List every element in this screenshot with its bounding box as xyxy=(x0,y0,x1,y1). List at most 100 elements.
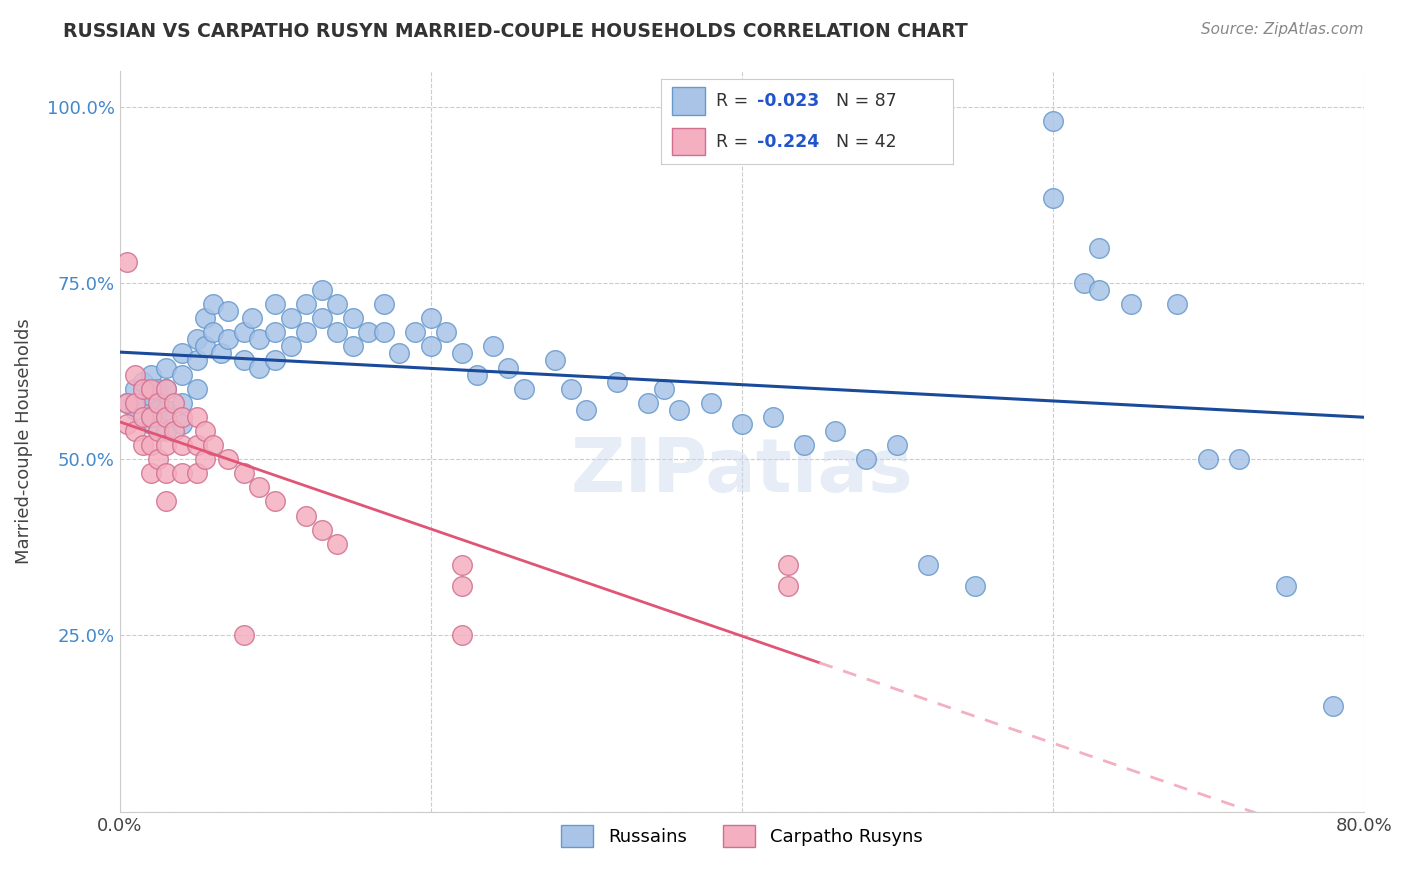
Point xyxy=(201,438,224,452)
Point xyxy=(170,396,193,410)
Point xyxy=(232,325,256,339)
Point xyxy=(498,360,520,375)
Point xyxy=(1322,698,1344,713)
Point xyxy=(311,523,333,537)
Point xyxy=(668,402,690,417)
Point xyxy=(762,409,785,424)
Point xyxy=(170,346,193,360)
Point xyxy=(117,254,139,268)
Point xyxy=(1119,297,1142,311)
Point xyxy=(1088,283,1111,297)
Point xyxy=(342,339,364,353)
Point xyxy=(132,382,155,396)
Point xyxy=(163,396,186,410)
Point xyxy=(575,402,598,417)
Point xyxy=(419,311,441,326)
Point xyxy=(249,332,271,346)
Point xyxy=(450,346,472,360)
Point xyxy=(217,332,239,346)
Point xyxy=(264,325,287,339)
Point xyxy=(232,467,256,481)
Point xyxy=(186,353,208,368)
Point xyxy=(155,424,177,438)
Point xyxy=(419,339,441,353)
Point xyxy=(450,628,472,642)
Point xyxy=(240,311,263,326)
Point xyxy=(132,396,155,410)
Point xyxy=(465,368,488,382)
Point xyxy=(148,396,170,410)
Point xyxy=(311,283,333,297)
Point xyxy=(124,402,146,417)
Point xyxy=(232,628,256,642)
Point xyxy=(793,438,815,452)
Point xyxy=(1042,113,1064,128)
Point xyxy=(139,382,162,396)
Point xyxy=(249,360,271,375)
Point xyxy=(1229,452,1251,467)
Point xyxy=(155,402,177,417)
Point xyxy=(170,368,193,382)
Point xyxy=(155,467,177,481)
Legend: Russains, Carpatho Rusyns: Russains, Carpatho Rusyns xyxy=(554,818,929,855)
Point xyxy=(1275,579,1298,593)
Point xyxy=(194,339,217,353)
Point xyxy=(280,339,302,353)
Point xyxy=(201,297,224,311)
Text: ZIPatlas: ZIPatlas xyxy=(571,434,912,508)
Point xyxy=(139,417,162,431)
Point xyxy=(778,558,800,572)
Point xyxy=(155,360,177,375)
Point xyxy=(209,346,232,360)
Point xyxy=(186,438,208,452)
Point xyxy=(1042,191,1064,205)
Point xyxy=(917,558,939,572)
Point xyxy=(1166,297,1188,311)
Point xyxy=(373,297,395,311)
Point xyxy=(170,438,193,452)
Text: Source: ZipAtlas.com: Source: ZipAtlas.com xyxy=(1201,22,1364,37)
Point xyxy=(342,311,364,326)
Point xyxy=(139,467,162,481)
Point xyxy=(513,382,536,396)
Point xyxy=(155,382,177,396)
Point xyxy=(201,325,224,339)
Point xyxy=(217,452,239,467)
Point xyxy=(699,396,721,410)
Y-axis label: Married-couple Households: Married-couple Households xyxy=(14,318,32,565)
Point xyxy=(855,452,877,467)
Point xyxy=(388,346,411,360)
Point xyxy=(155,382,177,396)
Point xyxy=(194,311,217,326)
Point xyxy=(217,304,239,318)
Point xyxy=(148,452,170,467)
Point xyxy=(170,409,193,424)
Point xyxy=(1197,452,1219,467)
Point xyxy=(778,579,800,593)
Point xyxy=(280,311,302,326)
Point xyxy=(117,396,139,410)
Point xyxy=(481,339,503,353)
Point xyxy=(132,409,155,424)
Point xyxy=(139,409,162,424)
Point xyxy=(544,353,567,368)
Point xyxy=(295,297,318,311)
Point xyxy=(186,332,208,346)
Point xyxy=(124,424,146,438)
Point xyxy=(124,396,146,410)
Point xyxy=(295,325,318,339)
Point xyxy=(560,382,582,396)
Point xyxy=(163,424,186,438)
Point xyxy=(963,579,986,593)
Point xyxy=(170,417,193,431)
Point xyxy=(186,409,208,424)
Point xyxy=(148,424,170,438)
Point xyxy=(139,368,162,382)
Point xyxy=(373,325,395,339)
Point xyxy=(637,396,659,410)
Point xyxy=(886,438,908,452)
Point xyxy=(1073,276,1095,290)
Point xyxy=(139,409,162,424)
Point xyxy=(824,424,846,438)
Point xyxy=(1088,241,1111,255)
